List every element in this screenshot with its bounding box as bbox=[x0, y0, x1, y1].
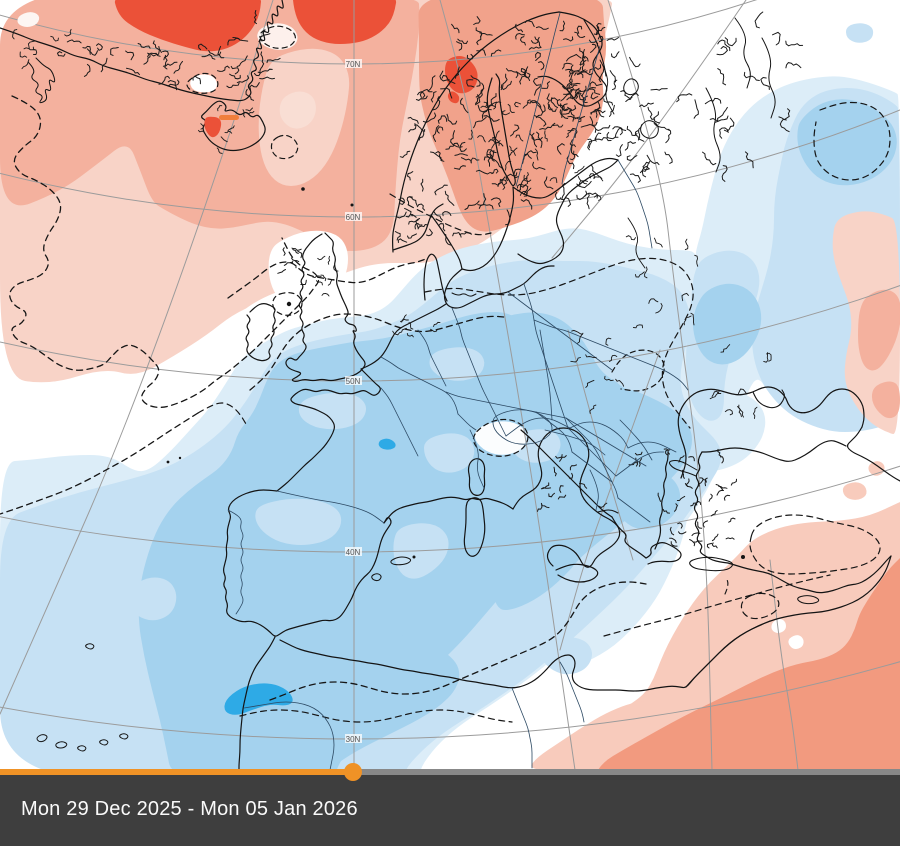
svg-text:40N: 40N bbox=[346, 548, 361, 557]
svg-text:50N: 50N bbox=[346, 377, 361, 386]
svg-text:70N: 70N bbox=[346, 60, 361, 69]
svg-text:60N: 60N bbox=[346, 213, 361, 222]
svg-text:30N: 30N bbox=[346, 735, 361, 744]
